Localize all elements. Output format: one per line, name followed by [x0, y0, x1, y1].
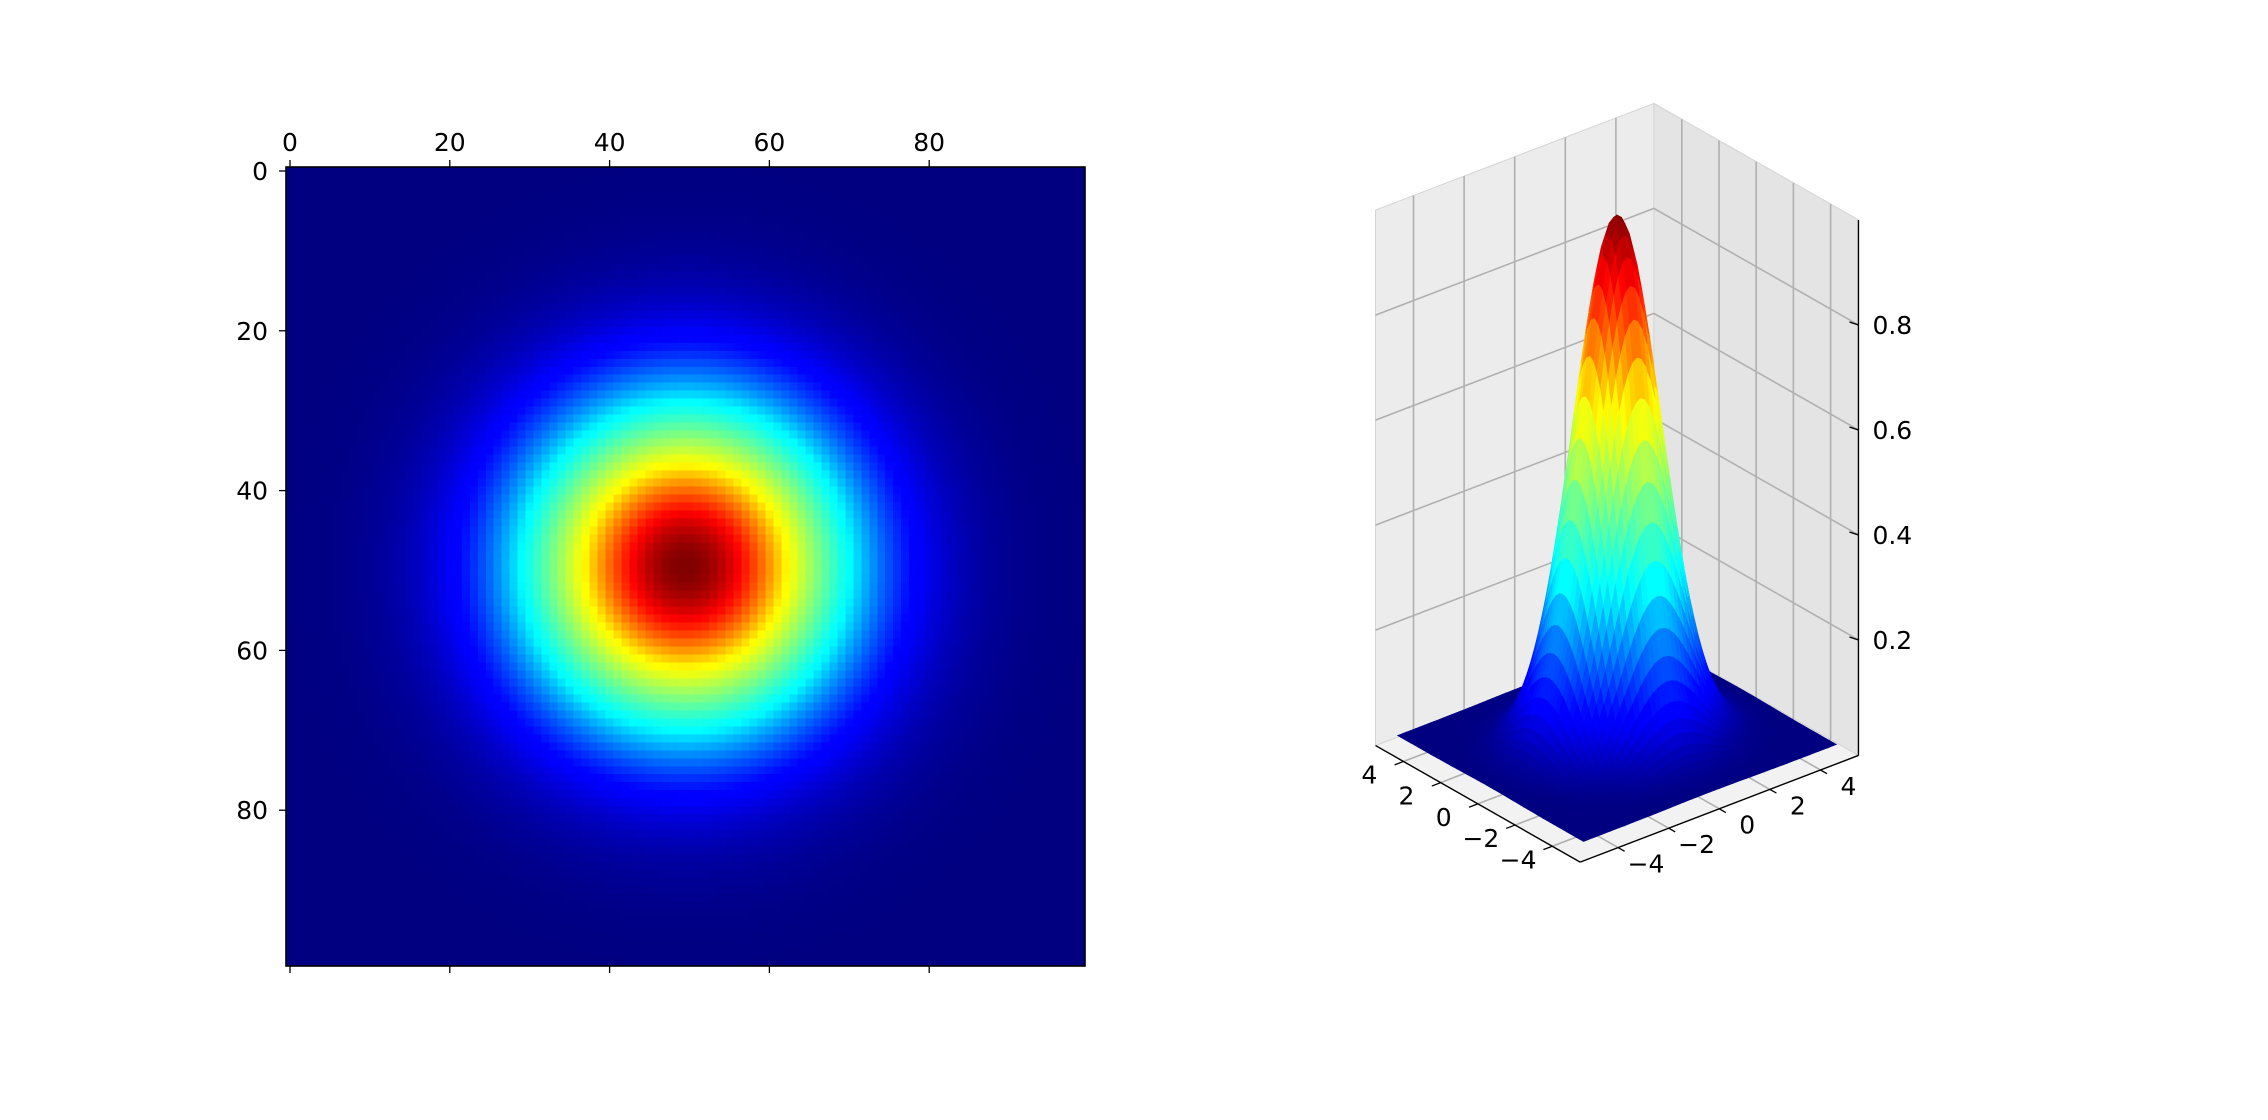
x-tick: [1543, 845, 1553, 851]
heatmap-x-tick-label: 0: [282, 128, 298, 157]
x-tick: [1468, 803, 1479, 808]
y-tick: [1820, 769, 1828, 775]
z-tick-label: 0.8: [1872, 311, 1912, 340]
heatmap-y-tick-label: 20: [236, 317, 268, 346]
heatmap-x-tick-label: 60: [753, 128, 785, 157]
y-tick: [1718, 808, 1727, 814]
z-tick-label: 0.6: [1872, 416, 1912, 445]
y-tick: [1617, 847, 1625, 852]
y-tick-label: 0: [1739, 811, 1755, 840]
y-tick-label: 4: [1840, 772, 1856, 801]
y-tick: [1668, 827, 1676, 833]
x-tick-label: −4: [1500, 845, 1537, 874]
heatmap-image: [286, 167, 1085, 966]
z-gridline: [1375, 312, 1859, 431]
y-tick-label: −4: [1628, 850, 1665, 879]
heatmap-y-tick-label: 80: [236, 796, 268, 825]
z-tick-label: 0.4: [1872, 521, 1912, 550]
x-axis-line: [1375, 744, 1581, 863]
x-tick-label: 2: [1399, 782, 1415, 811]
y-tick: [1769, 788, 1777, 794]
heatmap-y-tick-label: 60: [236, 636, 268, 665]
heatmap-y-tick-label: 0: [252, 157, 268, 186]
x-tick-label: 4: [1361, 761, 1377, 790]
heatmap-x-tick-label: 40: [594, 128, 626, 157]
z-tick: [1849, 636, 1859, 641]
z-tick: [1849, 321, 1859, 326]
heatmap-x-tick-label: 80: [913, 128, 945, 157]
heatmap-frame: [285, 166, 1086, 967]
x-tick-label: 0: [1436, 803, 1452, 832]
y-tick-label: 2: [1790, 791, 1806, 820]
surface-patch: [1396, 733, 1406, 738]
z-tick: [1849, 426, 1859, 431]
x-tick-label: −2: [1462, 824, 1499, 853]
heatmap-x-tick-label: 20: [434, 128, 466, 157]
y-tick-label: −2: [1678, 830, 1715, 859]
x-tick: [1394, 760, 1404, 766]
heatmap-y-tick-label: 40: [236, 477, 268, 506]
z-tick-label: 0.2: [1872, 626, 1912, 655]
x-tick: [1431, 782, 1441, 787]
x-tick: [1505, 824, 1516, 830]
surface: [1396, 214, 1838, 842]
z-gridline: [1375, 207, 1859, 326]
z-tick: [1849, 531, 1859, 536]
